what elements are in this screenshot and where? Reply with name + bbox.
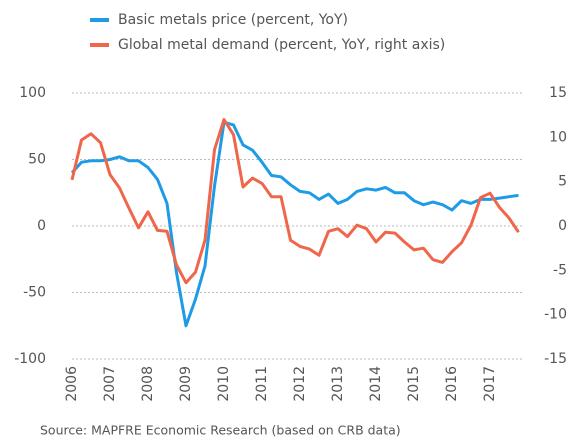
x-tick-label: 2016 [444, 366, 460, 402]
source-note: Source: MAPFRE Economic Research (based … [40, 423, 401, 438]
x-tick-label: 2017 [482, 366, 498, 402]
x-tick-label: 2015 [406, 366, 422, 402]
y-tick-label: -100 [14, 351, 46, 367]
y2-tick-label: -5 [553, 262, 567, 278]
x-tick-label: 2006 [64, 366, 80, 402]
y-tick-label: -50 [23, 285, 46, 301]
y-tick-label: 0 [37, 218, 46, 234]
y2-tick-label: 10 [549, 129, 567, 145]
series-line [70, 120, 519, 328]
x-tick-label: 2009 [178, 366, 194, 402]
x-tick-label: 2007 [102, 366, 118, 402]
y2-tick-label: -15 [544, 351, 567, 367]
legend-label: Global metal demand (percent, YoY, right… [118, 37, 445, 53]
y2-tick-label: 5 [558, 174, 567, 190]
x-tick-label: 2010 [216, 366, 232, 402]
y2-tick-label: 15 [549, 85, 567, 101]
y2-tick-label: -10 [544, 307, 567, 323]
series-line [70, 118, 520, 285]
y-tick-label: 100 [19, 85, 46, 101]
x-tick-label: 2014 [368, 366, 384, 402]
x-tick-label: 2011 [254, 366, 270, 402]
legend-label: Basic metals price (percent, YoY) [118, 12, 348, 28]
y-tick-label: 50 [28, 152, 46, 168]
y2-tick-label: 0 [558, 218, 567, 234]
x-tick-label: 2013 [330, 366, 346, 402]
x-tick-label: 2012 [292, 366, 308, 402]
x-tick-label: 2008 [140, 366, 156, 402]
